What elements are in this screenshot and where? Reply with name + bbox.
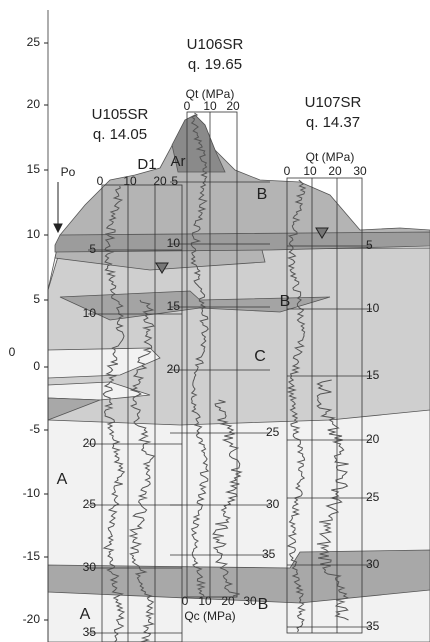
scale-tick: 20 xyxy=(328,164,342,178)
cpt-trace xyxy=(286,179,307,633)
axis-tick-label: -15 xyxy=(23,549,41,563)
borehole-frames xyxy=(47,10,363,642)
layer-label: A xyxy=(57,471,68,488)
d1-label: D1 xyxy=(137,156,156,173)
depth-label: 5 xyxy=(171,174,178,188)
scale-tick: 0 xyxy=(182,594,189,608)
depth-label: 10 xyxy=(366,301,380,315)
lens-b xyxy=(59,290,331,321)
axis-tick-label: 0 xyxy=(33,359,40,373)
ar-label: Ar xyxy=(171,153,186,170)
depth-label: 5 xyxy=(89,242,96,256)
depth-label: 30 xyxy=(83,560,97,574)
scale-tick: 20 xyxy=(226,99,240,113)
borehole-elevation: q. 14.37 xyxy=(306,114,360,131)
axis-tick-label: -10 xyxy=(23,486,41,500)
depth-label: 15 xyxy=(366,368,380,382)
water-table xyxy=(315,227,329,239)
axis-tick-label: 5 xyxy=(33,292,40,306)
borehole-elevation: q. 14.05 xyxy=(93,126,147,143)
borehole-name: U107SR xyxy=(305,94,362,111)
scale-tick: 10 xyxy=(203,99,217,113)
depth-label: 25 xyxy=(266,425,280,439)
scale-title: Qc (MPa) xyxy=(184,609,235,623)
borehole-elevation: q. 19.65 xyxy=(188,56,242,73)
borehole-name: U105SR xyxy=(92,106,149,123)
borehole-name: U106SR xyxy=(187,36,244,53)
scale-tick: 30 xyxy=(353,164,367,178)
scale-tick: 30 xyxy=(243,594,257,608)
scale-tick: 10 xyxy=(303,164,317,178)
depth-label: 5 xyxy=(366,238,373,252)
layer-label: B xyxy=(257,186,268,203)
scale-tick: 10 xyxy=(198,594,212,608)
depth-label: 35 xyxy=(366,619,380,633)
scale-tick: 20 xyxy=(153,174,167,188)
layers xyxy=(47,114,430,642)
depth-label: 25 xyxy=(366,490,380,504)
axis-tick-label: 20 xyxy=(27,97,41,111)
layer-label: B xyxy=(258,596,269,613)
layer-label: B xyxy=(280,293,291,310)
axis-tick-label: 25 xyxy=(27,35,41,49)
depth-label: 25 xyxy=(83,497,97,511)
scale-tick: 0 xyxy=(284,164,291,178)
layer-label: A xyxy=(80,606,91,623)
cpt-trace xyxy=(102,185,126,642)
po-arrow xyxy=(53,182,63,234)
water-table xyxy=(155,262,169,274)
axis-zero-label: 0 xyxy=(9,345,16,359)
scale-tick: 0 xyxy=(184,99,191,113)
scale-tick: 10 xyxy=(123,174,137,188)
depth-label: 20 xyxy=(167,362,181,376)
u106-frame xyxy=(186,111,238,598)
depth-label: 35 xyxy=(262,547,276,561)
scale-title: Qt (MPa) xyxy=(306,150,355,164)
axis-tick-label: -5 xyxy=(29,422,40,436)
axis-tick-label: -20 xyxy=(23,612,41,626)
po-label: Po xyxy=(61,165,76,179)
band-b xyxy=(54,231,430,253)
scale-title: Qt (MPa) xyxy=(186,87,235,101)
cpt-trace xyxy=(128,299,155,642)
arrow-head xyxy=(53,223,63,234)
scale-tick: 20 xyxy=(221,594,235,608)
depth-label: 20 xyxy=(83,436,97,450)
depth-label: 35 xyxy=(83,625,97,639)
cpt-trace xyxy=(316,379,350,621)
depth-label: 10 xyxy=(167,236,181,250)
depth-label: 30 xyxy=(266,497,280,511)
layer-label: C xyxy=(254,348,266,365)
scale-tick: 0 xyxy=(97,174,104,188)
axis-tick-label: 10 xyxy=(27,227,41,241)
u107-frame xyxy=(286,177,363,634)
depth-label: 20 xyxy=(366,432,380,446)
cpt-trace xyxy=(190,112,210,598)
axis-tick-label: 15 xyxy=(27,162,41,176)
depth-label: 15 xyxy=(167,299,181,313)
depth-label: 30 xyxy=(366,557,380,571)
u105-frame xyxy=(101,184,183,642)
depth-label: 10 xyxy=(83,306,97,320)
